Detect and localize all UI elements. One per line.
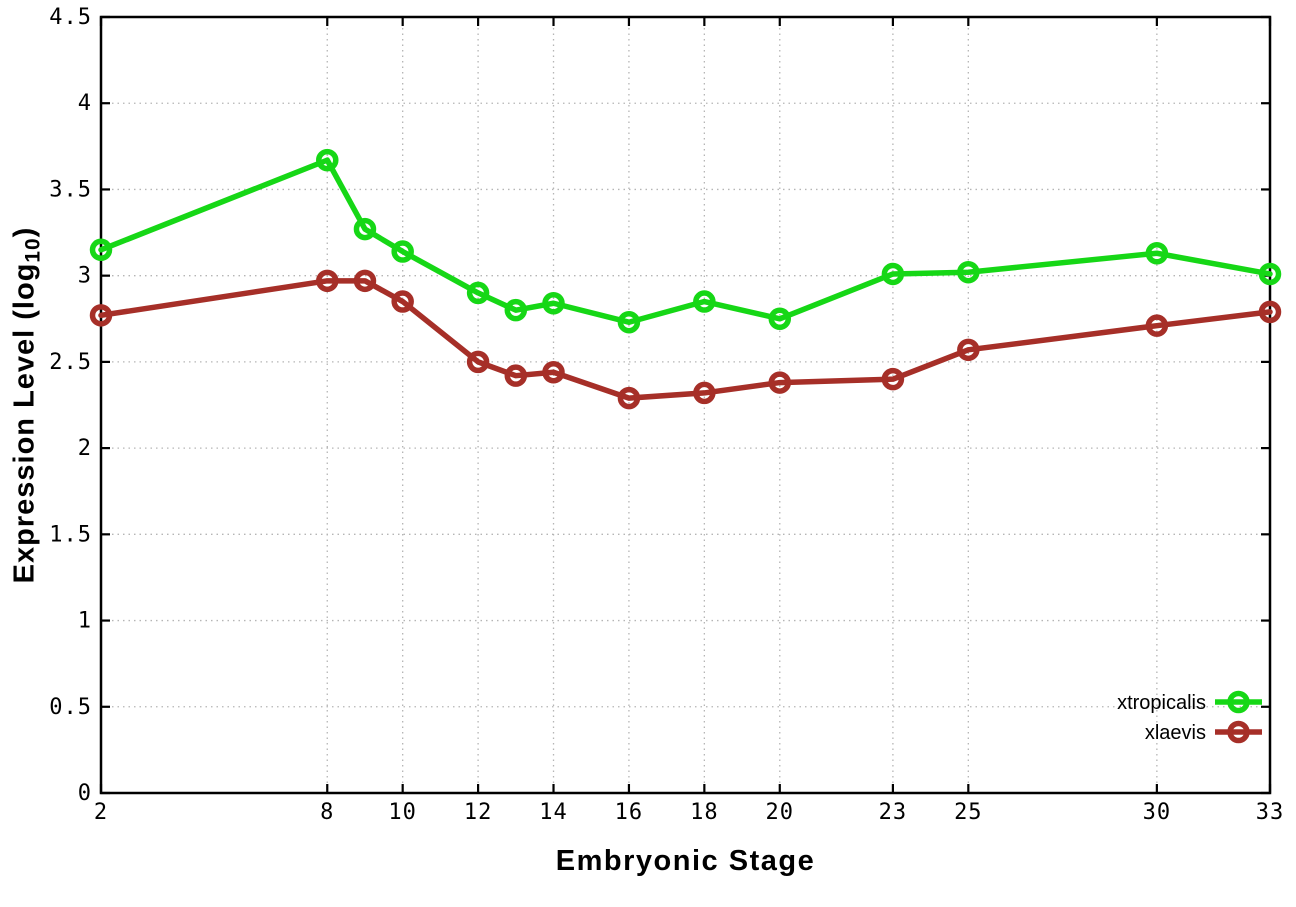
x-tick-label: 33 bbox=[1256, 800, 1285, 825]
legend-label-xtropicalis: xtropicalis bbox=[1117, 692, 1206, 714]
x-tick-label: 12 bbox=[464, 800, 493, 825]
y-tick-label: 4 bbox=[78, 91, 92, 116]
x-tick-label: 2 bbox=[94, 800, 108, 825]
data-point-xlaevis bbox=[768, 371, 792, 394]
y-tick-label: 4.5 bbox=[49, 5, 92, 30]
y-tick-label: 0 bbox=[78, 781, 92, 806]
x-tick-label: 30 bbox=[1143, 800, 1172, 825]
legend-marker-sample-xlaevis bbox=[1227, 720, 1250, 744]
x-axis-title: Embryonic Stage bbox=[555, 845, 816, 877]
y-tick-label: 1.5 bbox=[49, 522, 92, 547]
y-tick-label: 3 bbox=[78, 264, 92, 289]
data-point-xlaevis bbox=[353, 269, 377, 293]
x-tick-label: 16 bbox=[615, 800, 644, 825]
data-point-xtropicalis bbox=[881, 262, 905, 286]
y-axis-title-subscript: 10 bbox=[21, 237, 45, 263]
x-tick-label: 8 bbox=[320, 800, 334, 825]
x-tick-label: 14 bbox=[539, 800, 568, 825]
y-axis-title: Expression Level (log10) bbox=[9, 227, 46, 584]
x-tick-label: 20 bbox=[766, 800, 795, 825]
legend-label-xlaevis: xlaevis bbox=[1145, 722, 1206, 744]
data-point-xtropicalis bbox=[353, 217, 377, 241]
legend-marker-sample-xtropicalis bbox=[1227, 690, 1250, 714]
y-tick-label: 3.5 bbox=[49, 177, 92, 202]
y-tick-label: 2 bbox=[78, 436, 92, 461]
data-point-xlaevis bbox=[1258, 300, 1282, 324]
y-tick-label: 0.5 bbox=[49, 695, 92, 720]
data-point-xtropicalis bbox=[542, 292, 565, 315]
data-point-xtropicalis bbox=[391, 240, 414, 263]
data-point-xlaevis bbox=[316, 269, 339, 293]
series-line-xtropicalis bbox=[98, 157, 1273, 325]
data-point-xtropicalis bbox=[316, 148, 339, 172]
data-point-xlaevis bbox=[693, 381, 716, 405]
data-point-xlaevis bbox=[542, 360, 565, 384]
data-point-xtropicalis bbox=[1145, 241, 1169, 265]
series-line-xlaevis bbox=[98, 278, 1273, 401]
data-point-xlaevis bbox=[881, 367, 905, 391]
x-tick-label: 18 bbox=[690, 800, 719, 825]
data-point-xtropicalis bbox=[693, 290, 716, 313]
y-tick-label: 2.5 bbox=[49, 350, 92, 375]
data-point-xlaevis bbox=[391, 290, 414, 313]
data-point-xlaevis bbox=[466, 350, 490, 374]
data-point-xtropicalis bbox=[89, 238, 113, 262]
data-point-xtropicalis bbox=[466, 281, 490, 305]
data-point-xtropicalis bbox=[768, 307, 792, 331]
data-point-xlaevis bbox=[617, 386, 641, 410]
data-point-xtropicalis bbox=[504, 298, 528, 322]
data-point-xlaevis bbox=[1145, 314, 1169, 337]
y-tick-label: 1 bbox=[78, 609, 92, 634]
x-tick-label: 25 bbox=[954, 800, 983, 825]
plot-border bbox=[99, 15, 1272, 795]
data-point-xtropicalis bbox=[957, 260, 980, 284]
data-point-xlaevis bbox=[89, 304, 113, 327]
data-point-xlaevis bbox=[504, 364, 528, 387]
data-point-xtropicalis bbox=[1258, 262, 1282, 286]
y-axis-title-suffix: ) bbox=[8, 226, 41, 238]
x-tick-label: 10 bbox=[388, 800, 417, 825]
y-axis-title-prefix: Expression Level (log bbox=[8, 262, 41, 584]
x-tick-label: 23 bbox=[879, 800, 908, 825]
data-point-xtropicalis bbox=[617, 310, 641, 334]
data-point-xlaevis bbox=[957, 338, 980, 362]
